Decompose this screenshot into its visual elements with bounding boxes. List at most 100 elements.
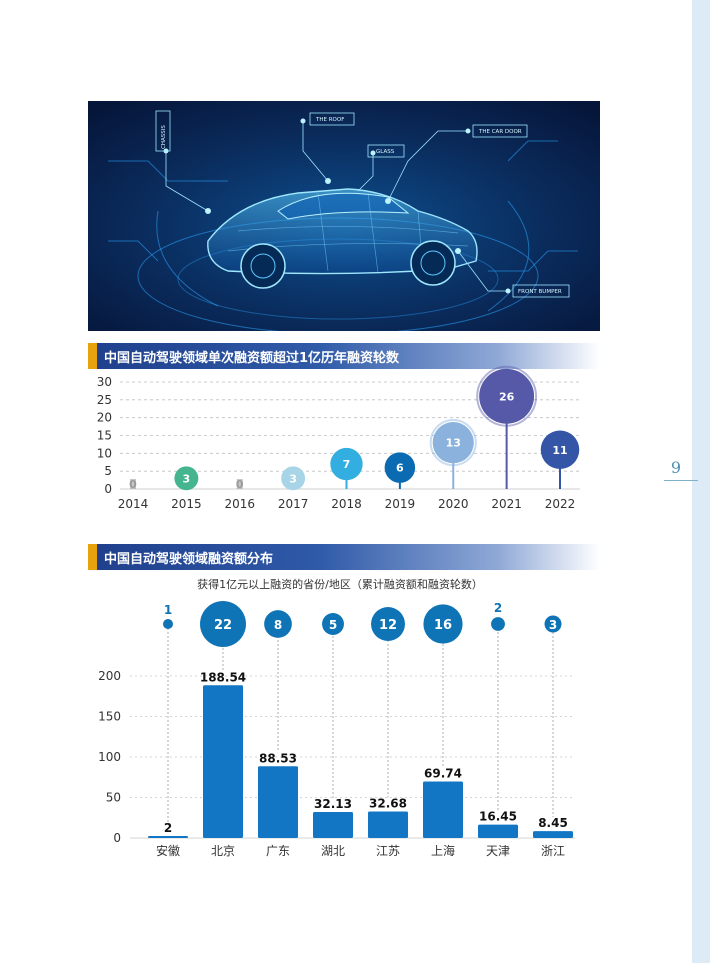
hero-label-roof: THE ROOF xyxy=(315,117,344,123)
zero-marker xyxy=(236,479,243,489)
value-bubble xyxy=(281,466,306,491)
car-wireframe xyxy=(207,188,478,289)
hero-label-glass: GLASS xyxy=(376,149,395,155)
y-tick-label: 25 xyxy=(97,393,112,407)
value-label: 32.13 xyxy=(314,797,352,811)
rounds-bubble xyxy=(491,617,505,631)
page-number-rule xyxy=(664,480,698,481)
y-tick-label: 100 xyxy=(98,750,121,764)
rounds-bubble xyxy=(200,601,246,647)
value-label: 3 xyxy=(183,472,191,485)
rounds-bubble xyxy=(371,607,405,641)
rounds-bubble xyxy=(322,613,344,635)
value-bubble xyxy=(540,430,580,470)
x-tick-label: 江苏 xyxy=(376,844,400,858)
y-tick-label: 10 xyxy=(97,446,112,460)
x-tick-label: 安徽 xyxy=(156,843,180,858)
funding-bar xyxy=(203,685,243,838)
x-tick-label: 2017 xyxy=(278,497,309,511)
rounds-label: 5 xyxy=(329,618,337,632)
x-tick-label: 2018 xyxy=(331,497,362,511)
funding-bar xyxy=(533,831,573,838)
rounds-label: 1 xyxy=(164,603,172,617)
value-label: 0 xyxy=(236,478,244,491)
y-tick-label: 150 xyxy=(98,710,121,724)
hero-label-car-door: THE CAR DOOR xyxy=(478,129,522,135)
y-tick-label: 0 xyxy=(113,831,121,845)
value-label: 11 xyxy=(552,444,567,457)
section-title-1: 中国自动驾驶领域单次融资额超过1亿历年融资轮数 xyxy=(104,351,400,366)
value-label: 0 xyxy=(129,478,137,491)
rounds-bubble xyxy=(544,615,562,633)
y-tick-label: 5 xyxy=(104,464,112,478)
value-label: 2 xyxy=(164,821,172,835)
x-tick-label: 北京 xyxy=(211,844,235,858)
zero-marker xyxy=(130,479,136,489)
chart-2-subtitle: 获得1亿元以上融资的省份/地区（累计融资额和融资轮数） xyxy=(197,578,483,591)
x-tick-label: 浙江 xyxy=(541,844,565,858)
hero-label-chassis: CHASSIS xyxy=(161,125,167,149)
section-title-bar-2: 中国自动驾驶领域融资额分布 xyxy=(88,544,600,570)
value-label: 6 xyxy=(396,462,404,475)
rounds-label: 3 xyxy=(549,618,557,632)
value-label: 3 xyxy=(289,472,297,485)
x-tick-label: 2019 xyxy=(385,497,416,511)
value-bubble xyxy=(384,452,416,483)
funding-bar xyxy=(148,836,188,838)
funding-bar xyxy=(258,766,298,838)
value-label: 88.53 xyxy=(259,751,297,765)
rounds-bubble xyxy=(423,604,463,644)
value-label: 69.74 xyxy=(424,767,462,781)
rounds-bubble xyxy=(163,619,173,629)
rounds-bubble xyxy=(264,610,292,638)
side-strip xyxy=(692,0,710,963)
y-tick-label: 50 xyxy=(106,791,121,805)
value-bubble xyxy=(174,466,199,491)
funding-bar xyxy=(423,781,463,838)
y-tick-label: 30 xyxy=(97,375,112,389)
x-tick-label: 广东 xyxy=(266,844,290,858)
y-tick-label: 0 xyxy=(104,482,112,496)
funding-bar xyxy=(313,811,353,838)
section-title-2: 中国自动驾驶领域融资额分布 xyxy=(104,552,274,567)
value-label: 32.68 xyxy=(369,797,407,811)
section-title-bar-1: 中国自动驾驶领域单次融资额超过1亿历年融资轮数 xyxy=(88,343,600,369)
rounds-label: 16 xyxy=(434,618,452,633)
value-bubble xyxy=(330,447,363,481)
value-label: 13 xyxy=(446,437,461,450)
value-bubble xyxy=(479,368,535,424)
funding-bar xyxy=(368,811,408,838)
value-label: 26 xyxy=(499,390,515,403)
value-bubble-ring xyxy=(476,365,538,427)
x-tick-label: 天津 xyxy=(486,844,510,858)
x-tick-label: 湖北 xyxy=(321,843,345,858)
section-accent xyxy=(88,544,97,570)
hero-label-front-bumper: FRONT BUMPER xyxy=(518,289,562,295)
x-tick-label: 2014 xyxy=(118,497,149,511)
hero-car-illustration: CHASSIS THE ROOF GLASS THE CAR DOOR FRON… xyxy=(88,101,600,331)
y-tick-label: 15 xyxy=(97,429,112,443)
value-bubble xyxy=(432,422,474,464)
value-bubble-ring xyxy=(429,419,477,467)
value-label: 8.45 xyxy=(538,816,568,830)
rounds-label: 8 xyxy=(274,618,282,632)
funding-bar xyxy=(478,824,518,838)
x-tick-label: 2015 xyxy=(171,497,202,511)
rounds-label: 22 xyxy=(214,618,232,633)
x-tick-label: 2022 xyxy=(545,497,576,511)
value-label: 16.45 xyxy=(479,810,517,824)
x-tick-label: 上海 xyxy=(431,843,455,858)
rounds-label: 12 xyxy=(379,618,397,633)
y-tick-label: 200 xyxy=(98,669,121,683)
y-tick-label: 20 xyxy=(97,411,112,425)
x-tick-label: 2020 xyxy=(438,497,469,511)
x-tick-label: 2016 xyxy=(224,497,255,511)
value-label: 188.54 xyxy=(200,670,246,684)
x-tick-label: 2021 xyxy=(491,497,522,511)
rounds-label: 2 xyxy=(494,601,502,615)
page-number: 9 xyxy=(670,458,682,477)
section-accent xyxy=(88,343,97,369)
value-label: 7 xyxy=(343,458,351,471)
